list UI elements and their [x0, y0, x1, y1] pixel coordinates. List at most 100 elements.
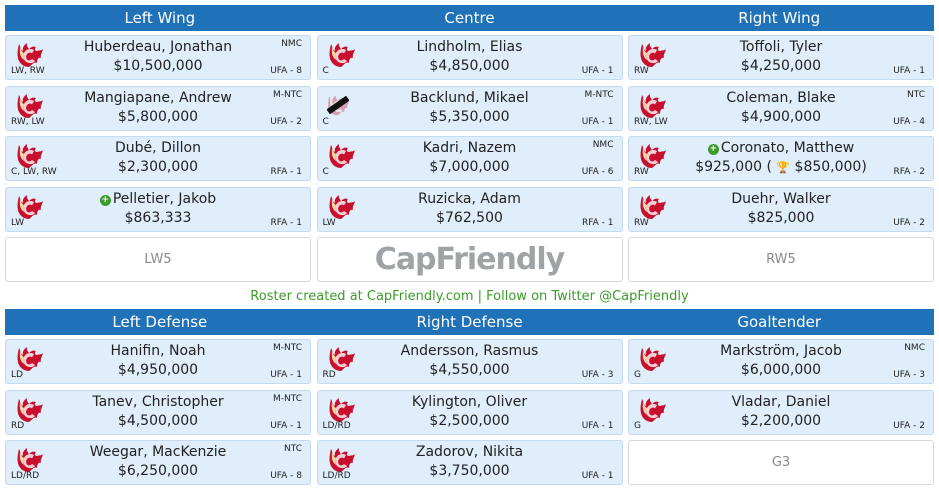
player-card-zadorov-nikita[interactable]: LD/RD Zadorov, Nikita $3,750,000 UFA - 1	[316, 440, 623, 485]
contract-status: UFA - 1	[581, 420, 614, 431]
contract-status: UFA - 2	[893, 420, 925, 431]
player-name[interactable]: Lindholm, Elias	[358, 39, 582, 55]
player-card-hanifin-noah[interactable]: LD Hanifin, Noah $4,950,000 M-NTC UFA - 1	[5, 339, 311, 384]
right-wing-column: RW Toffoli, Tyler $4,250,000 UFA - 1 RW, LW C…	[628, 35, 934, 237]
flaming-c-logo-icon	[326, 192, 357, 221]
player-name[interactable]: Huberdeau, Jonathan	[46, 39, 270, 55]
salary-text: $6,000,000	[740, 362, 822, 378]
player-name[interactable]: Mangiapane, Andrew	[46, 90, 270, 106]
player-name[interactable]: Vladar, Daniel	[669, 394, 893, 410]
header-right-defense: Right Defense	[416, 313, 523, 331]
header-left-defense: Left Defense	[112, 313, 208, 331]
player-salary: $2,300,000	[46, 159, 270, 175]
flaming-c-logo-icon	[637, 344, 668, 373]
contract-status: RFA - 2	[893, 167, 925, 177]
salary-text: $762,500	[436, 209, 503, 226]
player-name-text: Backlund, Mikael	[410, 89, 529, 106]
header-goaltender: Goaltender	[737, 313, 822, 331]
player-name[interactable]: Tanev, Christopher	[46, 394, 270, 410]
player-name-text: Dubé, Dillon	[115, 140, 201, 156]
player-name[interactable]: + Coronato, Matthew	[669, 140, 893, 156]
player-card-kylington-oliver[interactable]: LD/RD Kylington, Oliver $2,500,000 UFA - 1	[316, 389, 623, 435]
centre-column: C Lindholm, Elias $4,850,000 UFA - 1 C Backlu…	[316, 35, 623, 237]
player-card-vladar-daniel[interactable]: G Vladar, Daniel $2,200,000 UFA - 2	[628, 389, 934, 435]
player-position: C, LW, RW	[11, 167, 57, 177]
player-name-text: Markström, Jacob	[720, 343, 842, 359]
player-name[interactable]: Kylington, Oliver	[358, 394, 582, 410]
roster-footer-text[interactable]: Roster created at CapFriendly.com | Foll…	[250, 289, 689, 304]
player-name-text: Duehr, Walker	[731, 190, 831, 207]
player-name[interactable]: Zadorov, Nikita	[358, 444, 582, 460]
salary-text: $2,200,000	[740, 412, 822, 429]
player-name-text: Huberdeau, Jonathan	[83, 39, 233, 55]
player-position: RW, LW	[11, 116, 45, 127]
player-salary: $2,500,000	[358, 413, 582, 429]
player-name[interactable]: + Pelletier, Jakob	[46, 191, 270, 207]
flaming-c-logo-icon	[637, 141, 668, 170]
player-salary: $925,000 ( 🏆 $850,000)	[669, 159, 893, 175]
empty-slot-g3[interactable]: G3	[628, 440, 934, 485]
player-name[interactable]: Markström, Jacob	[669, 343, 893, 359]
player-position: RW, LW	[634, 116, 668, 127]
player-card-backlund-mikael[interactable]: C Backlund, Mikael $5,350,000 M-NTC UFA - 1	[316, 85, 623, 131]
player-salary: $4,550,000	[358, 362, 582, 378]
flaming-c-logo-icon	[637, 192, 668, 221]
player-card-coronato-matthew[interactable]: RW + Coronato, Matthew $925,000 ( 🏆 $850,00…	[628, 136, 934, 181]
player-name[interactable]: Coleman, Blake	[669, 90, 893, 106]
contract-status: UFA - 1	[581, 66, 614, 76]
player-name-text: Zadorov, Nikita	[415, 444, 524, 460]
contract-clause: M-NTC	[273, 89, 302, 100]
contract-clause: NTC	[907, 89, 925, 100]
contract-status: UFA - 1	[270, 420, 302, 431]
player-card-pelletier-jakob[interactable]: LW + Pelletier, Jakob $863,333 RFA - 1	[5, 186, 311, 232]
player-name[interactable]: Toffoli, Tyler	[669, 39, 893, 55]
player-name-text: Kylington, Oliver	[411, 393, 528, 410]
player-name[interactable]: Backlund, Mikael	[358, 90, 582, 106]
player-card-coleman-blake[interactable]: RW, LW Coleman, Blake $4,900,000 NTC UFA - 4	[628, 85, 934, 131]
defense-header-row: Left Defense Right Defense Goaltender	[5, 309, 934, 335]
player-card-toffoli-tyler[interactable]: RW Toffoli, Tyler $4,250,000 UFA - 1	[628, 35, 934, 80]
player-name[interactable]: Ruzicka, Adam	[358, 191, 582, 207]
player-position: LD/RD	[11, 471, 40, 481]
player-salary: $863,333	[46, 210, 270, 226]
player-position: LW, RW	[11, 66, 45, 76]
left-wing-column: LW, RW Huberdeau, Jonathan $10,500,000 NMC U…	[5, 35, 311, 237]
player-card-lindholm-elias[interactable]: C Lindholm, Elias $4,850,000 UFA - 1	[316, 35, 623, 80]
player-name[interactable]: Duehr, Walker	[669, 191, 893, 207]
player-card-weegar-mackenzie[interactable]: LD/RD Weegar, MacKenzie $6,250,000 NTC UFA -…	[5, 440, 311, 485]
player-salary: $4,500,000	[46, 413, 270, 429]
contract-status: UFA - 3	[581, 370, 614, 380]
flaming-c-logo-icon	[637, 91, 668, 120]
player-card-duehr-walker[interactable]: RW Duehr, Walker $825,000 UFA - 2	[628, 186, 934, 232]
player-card-mangiapane-andrew[interactable]: RW, LW Mangiapane, Andrew $5,800,000 M-NTC U…	[5, 85, 311, 131]
empty-slot-lw5[interactable]: LW5	[5, 237, 311, 282]
flaming-c-logo-icon	[326, 445, 357, 474]
flaming-c-logo-icon	[326, 344, 357, 373]
player-card-ruzicka-adam[interactable]: LW Ruzicka, Adam $762,500 RFA - 1	[316, 186, 623, 232]
player-card-markstrom-jacob[interactable]: G Markström, Jacob $6,000,000 NMC UFA - 3	[628, 339, 934, 384]
player-name[interactable]: Kadri, Nazem	[358, 140, 582, 156]
player-card-kadri-nazem[interactable]: C Kadri, Nazem $7,000,000 NMC UFA - 6	[316, 136, 623, 181]
player-name[interactable]: Andersson, Rasmus	[358, 343, 582, 359]
player-name[interactable]: Hanifin, Noah	[46, 343, 270, 359]
player-position: C	[322, 116, 329, 127]
player-card-andersson-rasmus[interactable]: RD Andersson, Rasmus $4,550,000 UFA - 3	[316, 339, 623, 384]
empty-slot-rw5[interactable]: RW5	[628, 237, 934, 282]
flaming-c-logo-icon	[14, 91, 45, 120]
player-position: RD	[322, 370, 336, 380]
contract-status: RFA - 1	[582, 217, 614, 228]
salary-text: $5,800,000	[117, 108, 199, 125]
player-name-text: Vladar, Daniel	[731, 393, 831, 410]
flaming-c-logo-icon	[14, 192, 45, 221]
header-centre: Centre	[444, 9, 495, 27]
salary-text: $4,250,000	[740, 58, 822, 74]
player-name[interactable]: Weegar, MacKenzie	[46, 444, 270, 460]
salary-text: $10,500,000	[113, 58, 203, 74]
player-card-tanev-christopher[interactable]: RD Tanev, Christopher $4,500,000 M-NTC UFA -…	[5, 389, 311, 435]
forwards-header-row: Left Wing Centre Right Wing	[5, 5, 934, 31]
header-right-wing: Right Wing	[738, 9, 821, 27]
contract-status: UFA - 1	[581, 116, 614, 127]
player-card-huberdeau-jonathan[interactable]: LW, RW Huberdeau, Jonathan $10,500,000 NMC U…	[5, 35, 311, 80]
player-card-dube-dillon[interactable]: C, LW, RW Dubé, Dillon $2,300,000 RFA - 1	[5, 136, 311, 181]
player-name[interactable]: Dubé, Dillon	[46, 140, 270, 156]
